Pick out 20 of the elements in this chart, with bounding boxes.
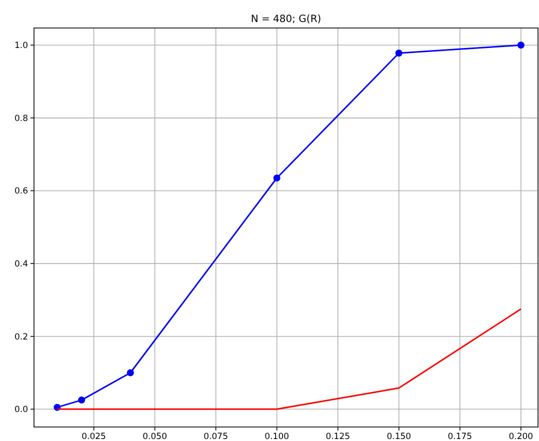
- y-tick-label: 0.2: [14, 332, 28, 342]
- x-tick-label: 0.125: [326, 432, 350, 441]
- point: [78, 396, 86, 404]
- point: [517, 42, 524, 49]
- point: [273, 174, 280, 182]
- y-tick-label: 1.0: [14, 41, 28, 52]
- y-tick-label: 0.8: [14, 114, 28, 124]
- x-tick-label: 0.075: [204, 432, 228, 441]
- x-tick-label: 0.025: [82, 432, 106, 441]
- y-tick-label: 0.4: [14, 260, 28, 270]
- y-tick-label: 0.0: [14, 405, 28, 416]
- point: [126, 369, 134, 376]
- point: [395, 50, 402, 57]
- x-tick-label: 0.150: [386, 432, 412, 441]
- x-tick-label: 0.100: [264, 432, 290, 441]
- x-tick-label: 0.175: [448, 432, 472, 441]
- chart-title: N = 480; G(R): [250, 14, 322, 25]
- y-tick-label: 0.6: [14, 186, 28, 197]
- x-tick-label: 0.050: [142, 432, 167, 441]
- x-tick-label: 0.200: [508, 432, 534, 441]
